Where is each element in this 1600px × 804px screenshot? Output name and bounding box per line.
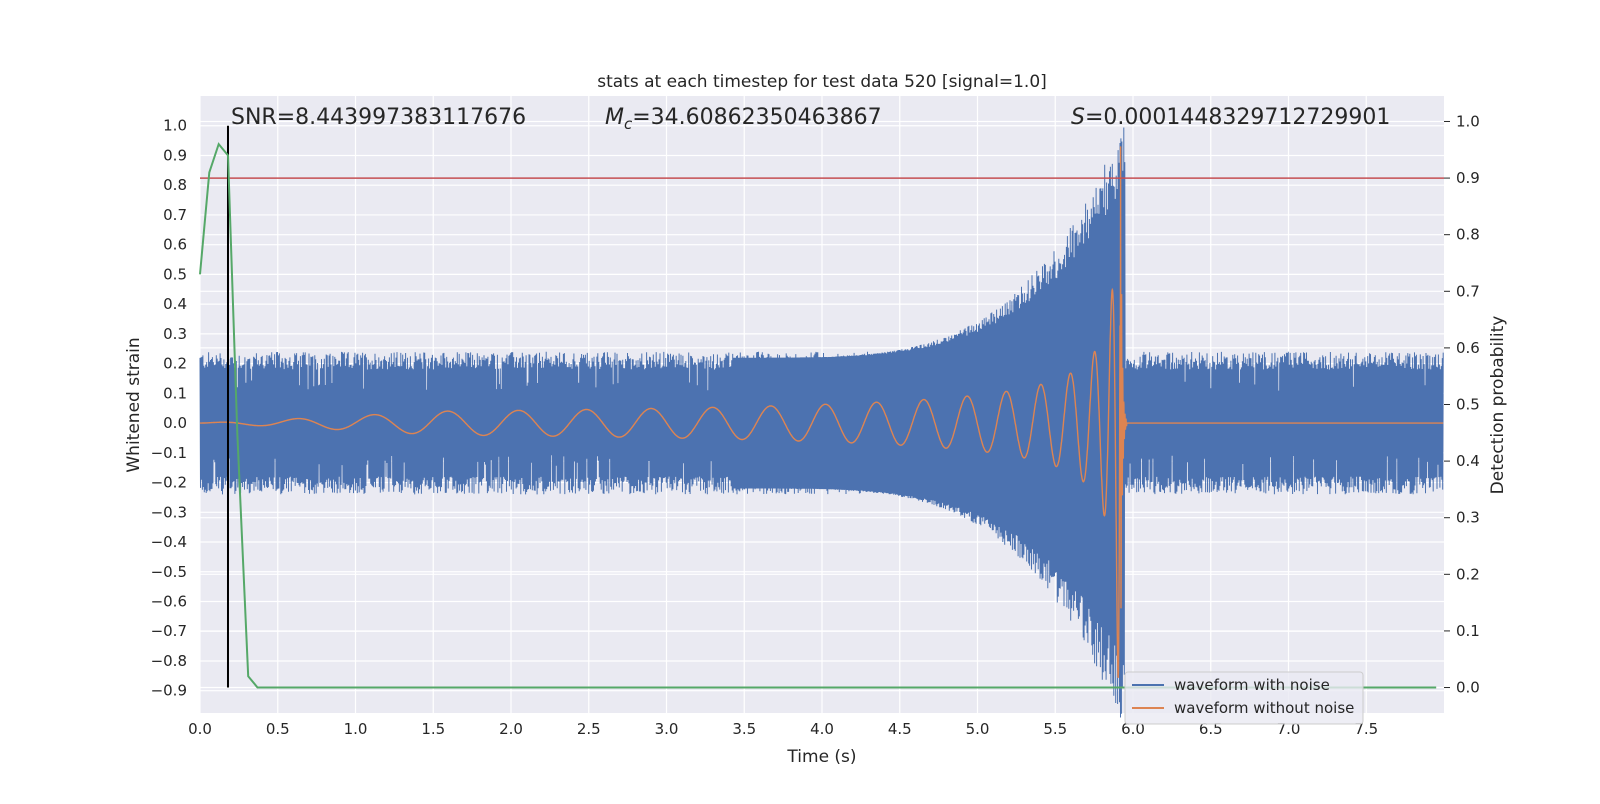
y-tick-label-right: 0.6	[1456, 339, 1480, 357]
y-axis-label-left: Whitened strain	[124, 337, 144, 472]
y-tick-label-left: −0.2	[151, 474, 187, 492]
x-tick-label: 5.5	[1043, 720, 1067, 738]
y-tick-label-left: −0.3	[151, 503, 187, 521]
series-detection-probability	[199, 142, 1437, 689]
s-annotation: S=0.0001448329712729901	[1071, 105, 1390, 130]
mc-annotation: Mc=34.60862350463867	[605, 105, 882, 133]
legend-label-noise: waveform with noise	[1174, 676, 1330, 694]
mc-value: =34.60862350463867	[632, 105, 881, 130]
legend-box	[1124, 671, 1364, 725]
chart-title: stats at each timestep for test data 520…	[597, 72, 1047, 92]
x-tick-label: 0.5	[266, 720, 290, 738]
y-tick-label-right: 0.2	[1456, 565, 1480, 583]
y-tick-label-right: 0.0	[1456, 679, 1480, 697]
tick-layer: 0.0 0.5 1.0 1.5 2.0 2.5 3.0 3.5 4.0 4.5 5.0 5.5 6.0 6…	[151, 112, 1480, 738]
y-tick-label-right: 0.4	[1456, 452, 1480, 470]
series-waveform-with-noise	[199, 127, 1444, 718]
x-tick-label: 2.5	[577, 720, 601, 738]
series-waveform-without-noise	[200, 146, 1444, 679]
x-axis-label: Time (s)	[786, 747, 856, 767]
y-tick-label-left: 0.1	[163, 384, 187, 402]
y-tick-label-right: 0.1	[1456, 622, 1480, 640]
data-layer	[199, 125, 1444, 718]
y-axis-label-right: Detection probability	[1488, 316, 1508, 495]
y-tick-label-left: 0.2	[163, 355, 187, 373]
y-tick-label-right: 0.9	[1456, 169, 1480, 187]
y-tick-label-left: −0.4	[151, 533, 187, 551]
y-tick-label-left: 0.6	[163, 236, 187, 254]
mc-symbol: M	[605, 105, 624, 130]
legend-label-clean: waveform without noise	[1174, 699, 1354, 717]
snr-annotation: SNR=8.443997383117676	[231, 105, 526, 130]
x-tick-label: 0.0	[188, 720, 212, 738]
x-tick-label: 4.0	[810, 720, 834, 738]
legend: waveform with noise waveform without noi…	[1124, 671, 1364, 725]
mc-subscript: c	[624, 115, 633, 133]
y-tick-label-left: −0.9	[151, 682, 187, 700]
y-tick-label-right: 1.0	[1456, 112, 1480, 130]
x-tick-label: 5.0	[966, 720, 990, 738]
x-tick-label: 3.0	[655, 720, 679, 738]
y-tick-label-left: −0.7	[151, 622, 187, 640]
y-tick-label-right: 0.7	[1456, 282, 1480, 300]
y-tick-label-right: 0.3	[1456, 509, 1480, 527]
y-tick-label-left: 0.7	[163, 206, 187, 224]
y-tick-label-left: 0.9	[163, 146, 187, 164]
y-tick-label-left: −0.5	[151, 563, 187, 581]
x-tick-label: 7.5	[1354, 720, 1378, 738]
y-tick-label-left: −0.1	[151, 444, 187, 462]
s-value: =0.0001448329712729901	[1085, 105, 1390, 130]
y-tick-label-left: −0.6	[151, 592, 187, 610]
y-tick-label-left: 0.4	[163, 295, 187, 313]
y-tick-label-left: 1.0	[163, 117, 187, 135]
y-tick-label-left: 0.8	[163, 176, 187, 194]
x-tick-label: 4.5	[888, 720, 912, 738]
x-tick-label: 2.0	[499, 720, 523, 738]
y-tick-label-right: 0.5	[1456, 396, 1480, 414]
y-tick-label-right: 0.8	[1456, 226, 1480, 244]
x-tick-label: 1.0	[344, 720, 368, 738]
y-tick-label-left: 0.5	[163, 265, 187, 283]
s-symbol: S	[1071, 105, 1085, 130]
y-tick-label-left: 0.3	[163, 325, 187, 343]
y-tick-label-left: 0.0	[163, 414, 187, 432]
y-tick-label-left: −0.8	[151, 652, 187, 670]
x-tick-label: 1.5	[421, 720, 445, 738]
x-tick-label: 3.5	[732, 720, 756, 738]
